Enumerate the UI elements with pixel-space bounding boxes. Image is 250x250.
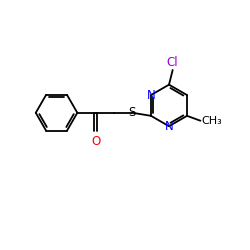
Text: N: N [147, 88, 156, 102]
Text: O: O [91, 135, 100, 148]
Text: N: N [165, 120, 173, 133]
Text: CH₃: CH₃ [202, 116, 222, 126]
Text: S: S [129, 106, 136, 119]
Text: Cl: Cl [167, 56, 178, 69]
